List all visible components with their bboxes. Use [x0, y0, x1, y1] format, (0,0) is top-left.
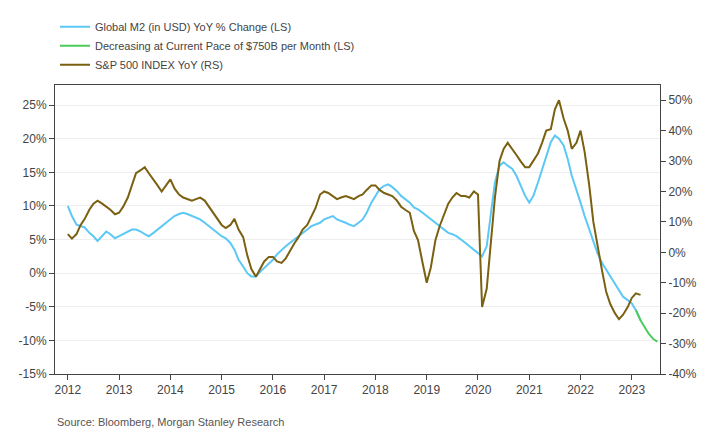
svg-text:2018: 2018 — [362, 383, 389, 397]
svg-text:30%: 30% — [668, 154, 692, 168]
svg-text:10%: 10% — [668, 215, 692, 229]
svg-text:2016: 2016 — [260, 383, 287, 397]
svg-text:-40%: -40% — [668, 367, 696, 381]
svg-text:-10%: -10% — [668, 276, 696, 290]
svg-text:2015: 2015 — [208, 383, 235, 397]
svg-text:0%: 0% — [29, 266, 47, 280]
svg-text:-10%: -10% — [19, 334, 47, 348]
svg-text:2023: 2023 — [618, 383, 645, 397]
svg-text:2017: 2017 — [311, 383, 338, 397]
svg-text:-30%: -30% — [668, 337, 696, 351]
svg-text:2020: 2020 — [465, 383, 492, 397]
svg-text:10%: 10% — [23, 199, 47, 213]
svg-text:Decreasing at Current Pace of: Decreasing at Current Pace of $750B per … — [95, 40, 354, 52]
svg-text:40%: 40% — [668, 124, 692, 138]
svg-text:-5%: -5% — [25, 300, 47, 314]
svg-text:2022: 2022 — [567, 383, 594, 397]
svg-text:0%: 0% — [668, 246, 686, 260]
svg-text:2021: 2021 — [516, 383, 543, 397]
svg-text:2019: 2019 — [413, 383, 440, 397]
svg-text:50%: 50% — [668, 93, 692, 107]
svg-text:15%: 15% — [23, 166, 47, 180]
svg-text:-20%: -20% — [668, 306, 696, 320]
svg-text:Source: Bloomberg, Morgan Stan: Source: Bloomberg, Morgan Stanley Resear… — [57, 416, 284, 428]
svg-text:2012: 2012 — [54, 383, 81, 397]
svg-text:Global M2 (in USD) YoY % Chang: Global M2 (in USD) YoY % Change (LS) — [95, 21, 291, 33]
svg-text:20%: 20% — [668, 185, 692, 199]
svg-text:2014: 2014 — [157, 383, 184, 397]
svg-text:5%: 5% — [29, 233, 47, 247]
svg-text:25%: 25% — [23, 98, 47, 112]
svg-text:20%: 20% — [23, 132, 47, 146]
svg-text:S&P 500 INDEX YoY (RS): S&P 500 INDEX YoY (RS) — [95, 59, 223, 71]
svg-text:-15%: -15% — [19, 367, 47, 381]
svg-text:2013: 2013 — [106, 383, 133, 397]
